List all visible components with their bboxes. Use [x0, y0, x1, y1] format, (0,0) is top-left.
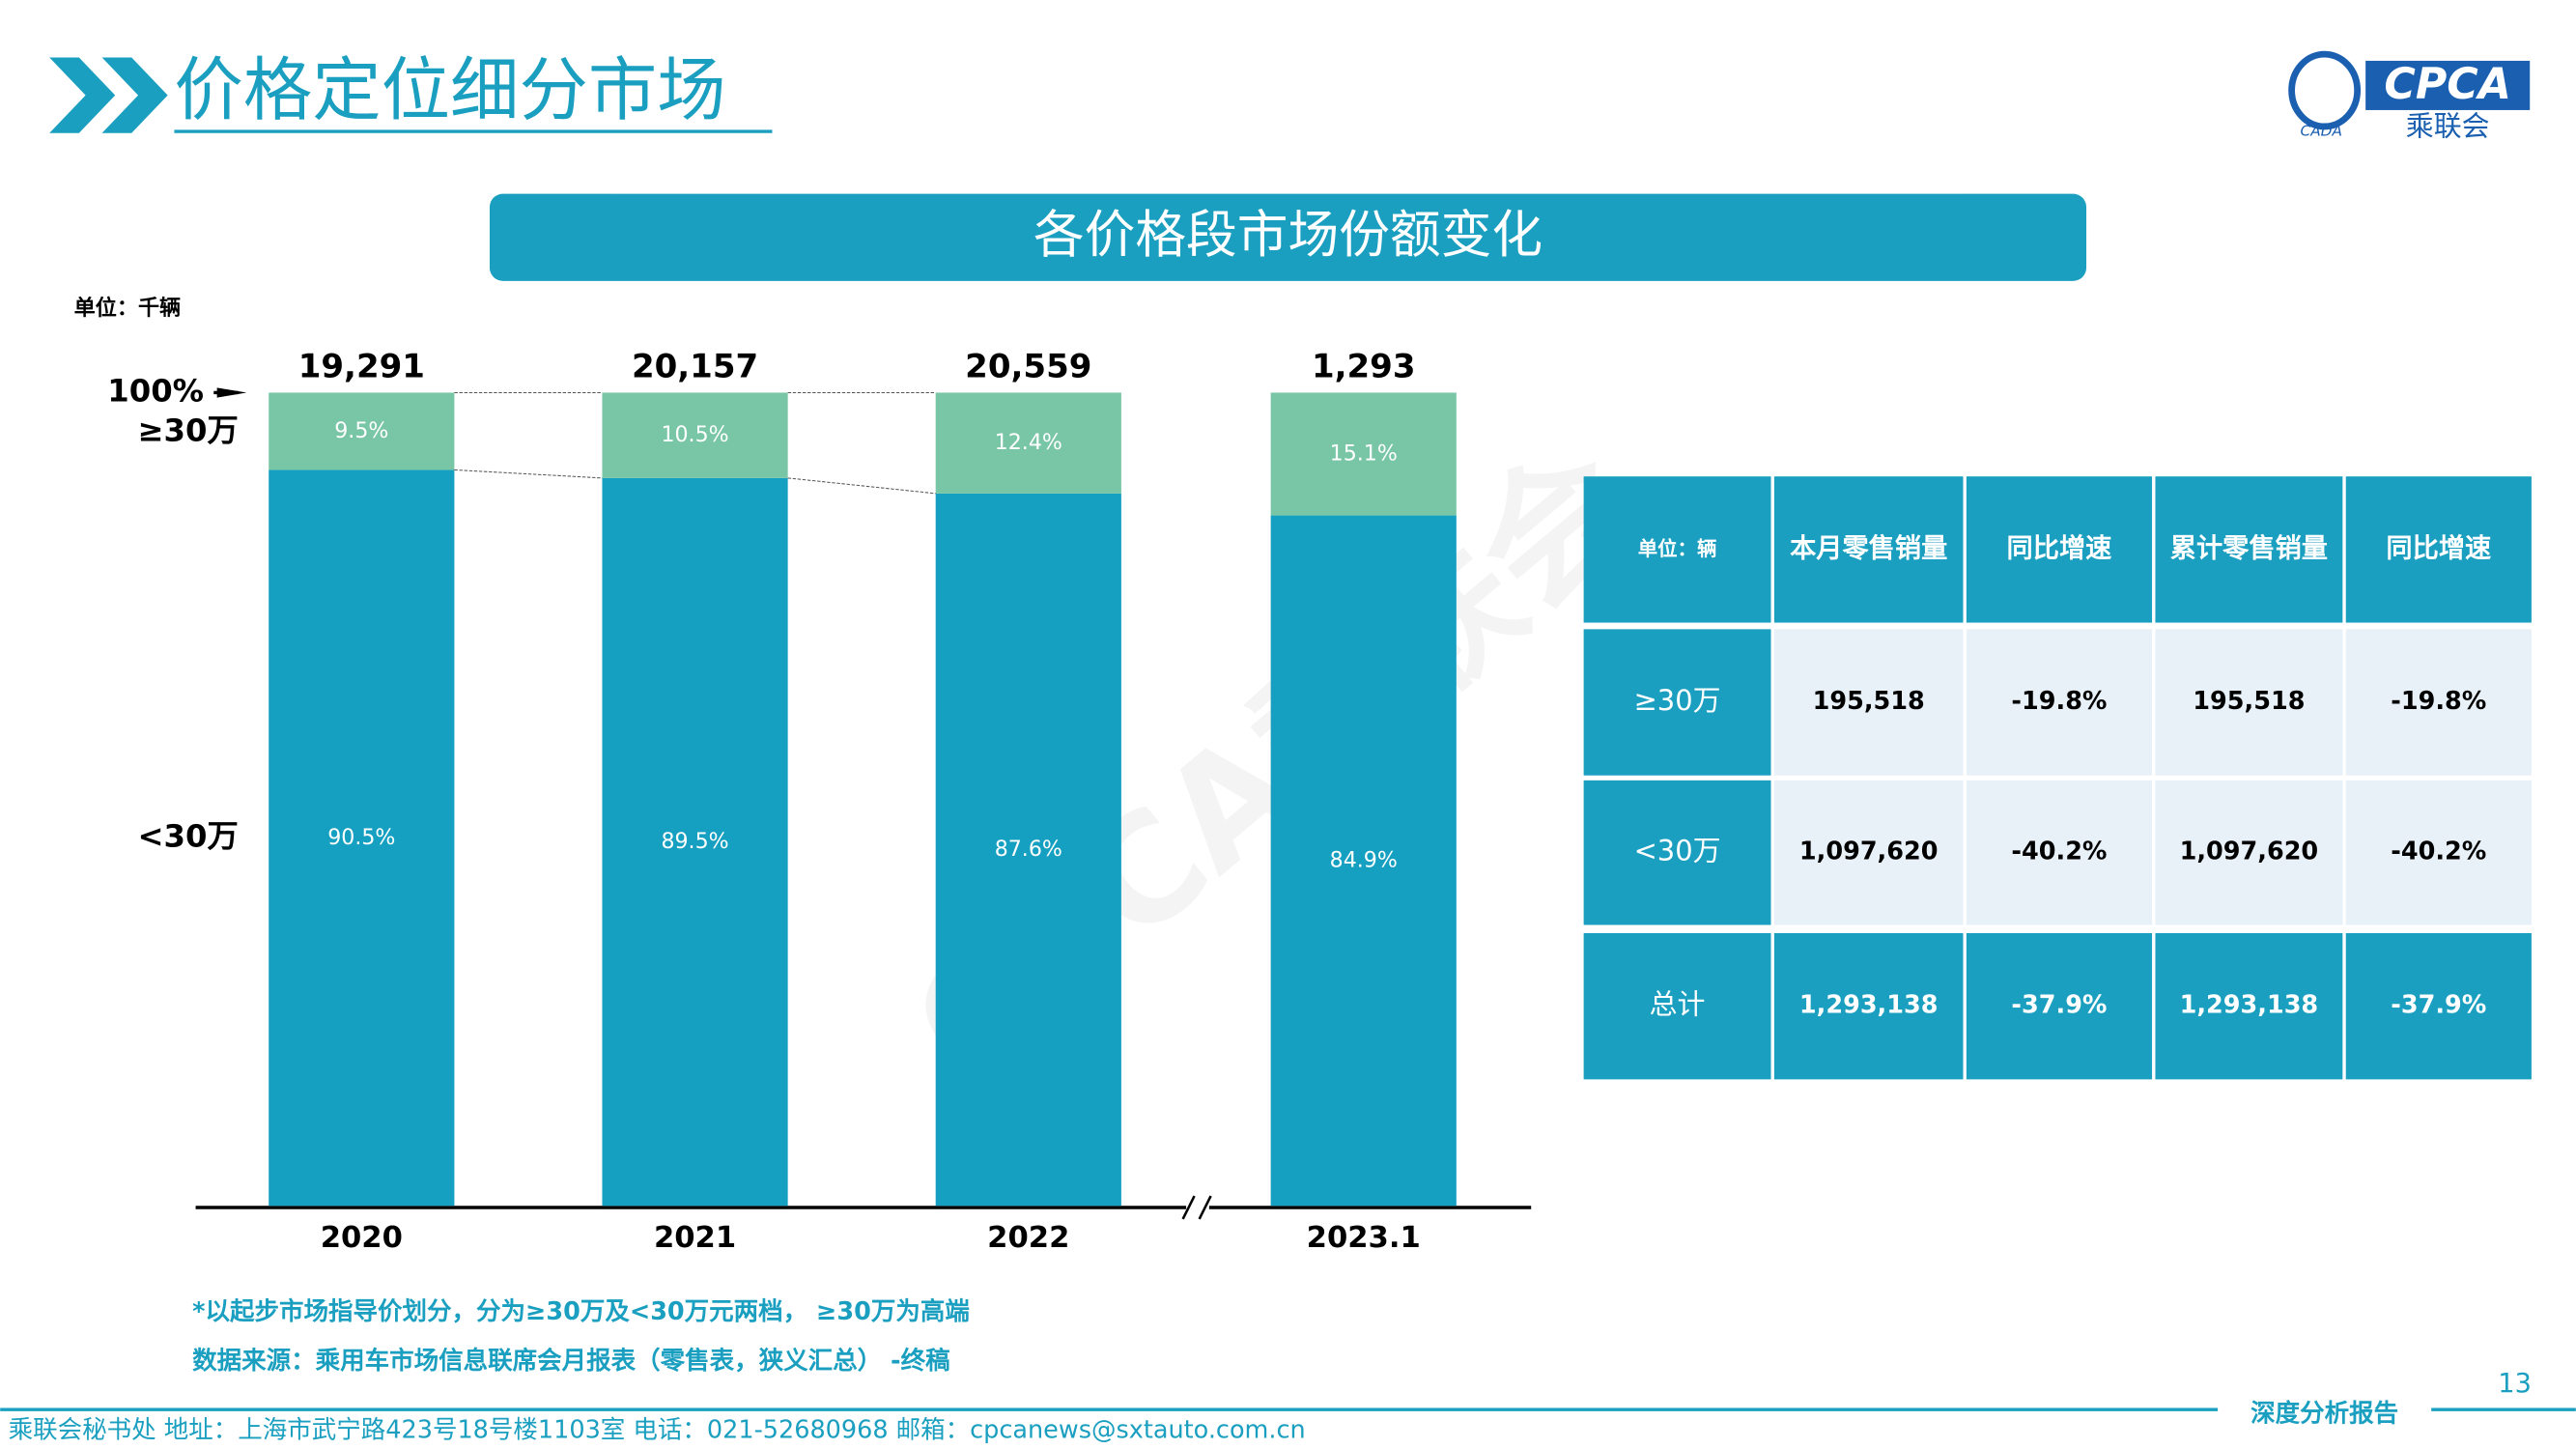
footer-tag: 深度分析报告: [2250, 1399, 2398, 1428]
y-tick-label: 100%: [107, 372, 204, 409]
bar-segment: [602, 392, 788, 478]
table-header-cell: [1773, 476, 1964, 623]
table-text: 1,293,138: [2180, 991, 2319, 1020]
table-cell: [1966, 629, 2153, 776]
value-label: 10.5%: [661, 422, 728, 447]
value-label: 9.5%: [334, 418, 388, 443]
value-label: 15.1%: [1330, 441, 1398, 467]
table-header-text: 累计零售销量: [2170, 532, 2328, 563]
logo-box: [2365, 60, 2531, 110]
table-cell: [1583, 780, 1771, 925]
table-text: -40.2%: [2011, 838, 2107, 867]
table-text: -37.9%: [2011, 991, 2107, 1020]
series-label: ≥30万: [137, 412, 238, 448]
table-text: 195,518: [2193, 687, 2305, 716]
table-cell: [2155, 780, 2343, 925]
table-text: 总计: [1650, 988, 1706, 1021]
table-header-cell: [2155, 476, 2343, 623]
table-cell: [2155, 629, 2343, 776]
table-text: ≥30万: [1634, 684, 1721, 717]
x-tick-label: 2022: [987, 1221, 1069, 1255]
table-cell: [2345, 629, 2532, 776]
table-header-text: 同比增速: [2007, 532, 2112, 563]
table-text: 195,518: [1813, 687, 1925, 716]
table-header-cell: [2345, 476, 2532, 623]
note: *以起步市场指导价划分，分为≥30万及<30万元两档， ≥30万为高端: [192, 1297, 970, 1326]
table-cell: [1583, 629, 1771, 776]
table-cell: [2345, 780, 2532, 925]
bar-segment: [1270, 515, 1457, 1207]
note: 数据来源：乘用车市场信息联席会月报表（零售表，狭义汇总） -终稿: [192, 1347, 949, 1376]
table-header-text: 本月零售销量: [1790, 532, 1947, 563]
connector: [454, 469, 603, 479]
unit-label: 单位：千辆: [74, 296, 181, 321]
page-number: 13: [2498, 1369, 2532, 1399]
total-label: 19,291: [298, 347, 425, 385]
table-text: 1,097,620: [2180, 838, 2319, 867]
x-tick-label: 2020: [321, 1221, 403, 1255]
value-label: 89.5%: [661, 829, 728, 854]
table-cell: [2155, 932, 2343, 1080]
table-text: -37.9%: [2391, 991, 2486, 1020]
table-cell: [1966, 780, 2153, 925]
bar-segment: [269, 392, 455, 470]
value-label: 12.4%: [995, 430, 1062, 455]
total-label: 20,157: [632, 347, 758, 385]
table-text: -40.2%: [2391, 838, 2486, 867]
total-label: 1,293: [1312, 347, 1416, 385]
chart-title: 各价格段市场份额变化: [1033, 206, 1543, 265]
table-header-cell: [1966, 476, 2153, 623]
table-header-text: 同比增速: [2386, 532, 2491, 563]
logo-mark: [2288, 50, 2362, 130]
series-label: <30万: [137, 817, 238, 854]
axis-break: [1181, 1195, 1196, 1220]
table-text: -19.8%: [2011, 687, 2107, 716]
table-cell: [1773, 629, 1964, 776]
page-title: 价格定位细分市场: [174, 50, 725, 130]
bar-segment: [935, 493, 1121, 1207]
bar-segment: [935, 392, 1121, 494]
table-text: <30万: [1634, 835, 1721, 867]
banner: [489, 193, 2087, 281]
chevron: [101, 57, 168, 133]
bar-segment: [602, 477, 788, 1207]
value-label: 84.9%: [1330, 847, 1398, 872]
logo-text: CPCA: [2384, 60, 2511, 109]
value-label: 87.6%: [995, 837, 1062, 862]
total-label: 20,559: [965, 347, 1091, 385]
x-tick-label: 2023.1: [1307, 1221, 1421, 1255]
x-tick-label: 2021: [654, 1221, 736, 1255]
table-cell: [2345, 932, 2532, 1080]
axis-break: [1198, 1195, 1212, 1220]
footer-address: 乘联会秘书处 地址：上海市武宁路423号18号楼1103室 电话：021-526…: [9, 1415, 1306, 1444]
table-text: 1,097,620: [1799, 838, 1939, 867]
connector: [787, 477, 936, 495]
table-header-text: 单位：辆: [1638, 537, 1717, 560]
bar-segment: [1270, 392, 1457, 516]
table-cell: [1583, 932, 1771, 1080]
value-label: 90.5%: [327, 825, 395, 850]
table-cell: [1966, 932, 2153, 1080]
chevron: [49, 57, 116, 133]
table-cell: [1773, 780, 1964, 925]
table-text: -19.8%: [2391, 687, 2486, 716]
table-text: 1,293,138: [1799, 991, 1939, 1020]
logo-sub: 乘联会: [2406, 110, 2490, 143]
logo-mark-text: CADA: [2301, 123, 2342, 140]
table-header-cell: [1583, 476, 1771, 623]
bar-segment: [269, 469, 455, 1207]
table-cell: [1773, 932, 1964, 1080]
